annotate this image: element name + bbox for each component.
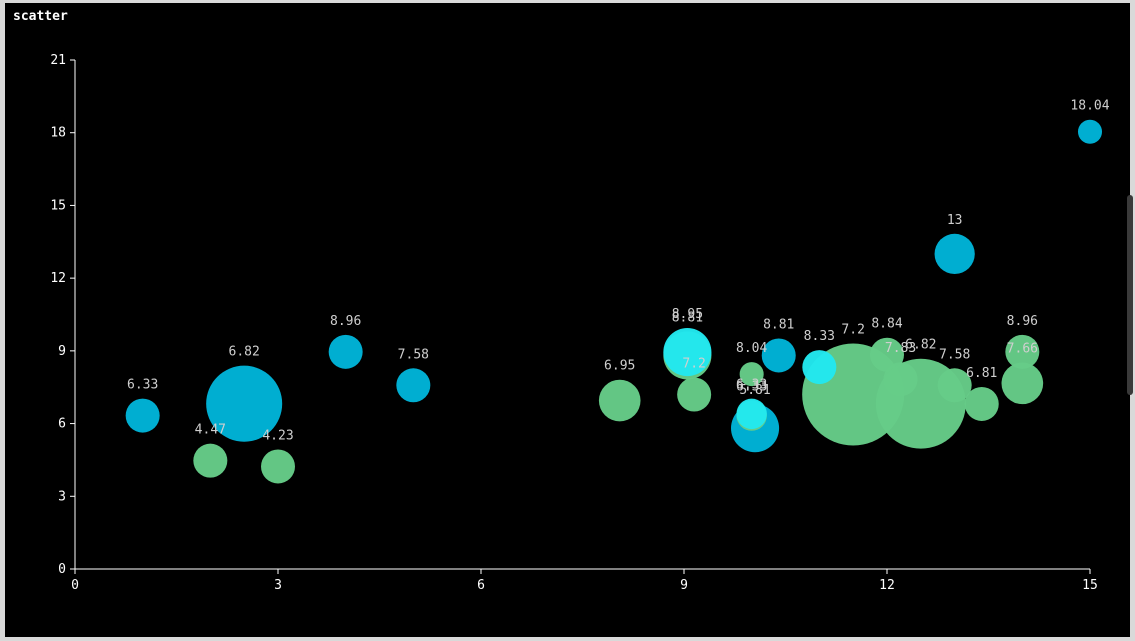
data-label: 6.33 [736,379,767,394]
y-tick-label: 3 [58,489,66,504]
data-label: 7.66 [1007,342,1038,357]
chart-title: scatter [13,9,68,24]
data-label: 8.84 [871,317,902,332]
scatter-point [761,338,796,373]
scatter-point [328,334,363,369]
data-label: 8.96 [330,314,361,329]
data-label: 8.96 [1007,314,1038,329]
y-tick-label: 6 [58,417,66,432]
x-tick-label: 15 [1082,578,1098,593]
y-tick-label: 18 [50,126,66,141]
data-label: 8.81 [672,310,703,325]
y-tick-label: 15 [50,198,66,213]
scatter-point [964,386,999,421]
data-label: 4.47 [195,423,226,438]
data-label: 8.04 [736,341,767,356]
data-label: 7.83 [885,341,916,356]
y-tick-label: 0 [58,562,66,577]
scatter-point [396,368,431,403]
scatter-point [1001,362,1044,405]
scatter-point [934,233,975,275]
data-label: 6.33 [736,378,767,393]
y-tick-label: 21 [50,53,66,68]
scatter-point [193,443,228,478]
scatter-point [736,398,767,430]
scatter-point [598,379,641,422]
data-label: 8.95 [672,307,703,322]
data-label: 8.81 [763,317,794,332]
y-tick-label: 12 [50,271,66,286]
data-label: 6.33 [127,378,158,393]
data-label: 5.81 [739,383,770,398]
scatter-point [663,328,712,377]
data-label: 7.2 [682,356,705,371]
x-tick-label: 12 [879,578,895,593]
x-tick-label: 6 [477,578,485,593]
scatter-point [802,350,837,385]
data-label: 6.95 [604,359,635,374]
scatter-plot: 0 3 6 9 12 15 0 3 6 9 12 15 18 21 6.33 6.82 8.96 7.58 5.81… [50,53,1109,593]
data-label: 4.23 [262,428,293,443]
data-label: 18.04 [1070,99,1109,114]
vertical-scrollbar[interactable] [1127,195,1133,395]
scatter-point [937,368,972,403]
data-label: 7.2 [841,322,864,337]
scatter-point [206,365,283,442]
scatter-point [739,362,764,387]
x-tick-label: 0 [71,578,79,593]
data-label: 7.58 [939,347,970,362]
data-label: 13 [947,213,963,228]
x-tick-label: 9 [680,578,688,593]
data-label: 6.81 [966,366,997,381]
scatter-point [125,398,160,433]
scatter-point [261,449,295,484]
y-tick-label: 9 [58,344,66,359]
data-label: 6.82 [905,338,936,353]
scatter-point [1005,334,1040,369]
x-tick-label: 3 [274,578,282,593]
data-label: 7.58 [398,347,429,362]
scatter-point [677,377,712,412]
chart-panel: scatter 0 3 6 9 12 15 0 3 6 9 12 15 18 21 6.33 6.82 8.96… [5,3,1130,637]
data-label: 8.33 [804,329,835,344]
data-label: 6.82 [229,345,260,360]
scatter-point [1077,119,1103,144]
